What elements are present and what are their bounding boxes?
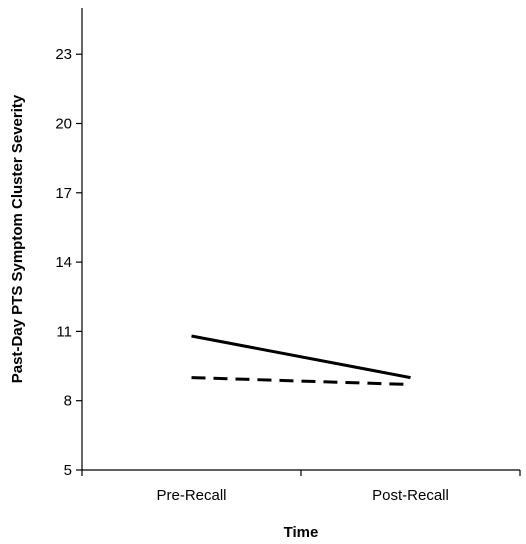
y-ticks: 5 8 11 14 17 20 23 [55, 46, 82, 479]
y-tick-label: 17 [55, 185, 72, 202]
axes [81, 8, 520, 471]
x-tick-label: Post-Recall [372, 487, 449, 504]
y-tick-label: 8 [64, 393, 72, 410]
y-tick-label: 14 [55, 254, 72, 271]
y-tick-label: 20 [55, 116, 72, 133]
y-axis-title: Past-Day PTS Symptom Cluster Severity [9, 94, 26, 383]
series-line-dashed [191, 376, 411, 387]
x-axis-title: Time [284, 524, 319, 541]
y-tick-label: 23 [55, 46, 72, 63]
y-tick-label: 11 [56, 323, 72, 340]
series-line-solid [191, 334, 411, 380]
x-tick-label: Pre-Recall [156, 487, 226, 504]
y-tick-label: 5 [64, 462, 72, 479]
series-lines [191, 334, 411, 387]
x-ticks: Pre-Recall Post-Recall [81, 470, 521, 504]
